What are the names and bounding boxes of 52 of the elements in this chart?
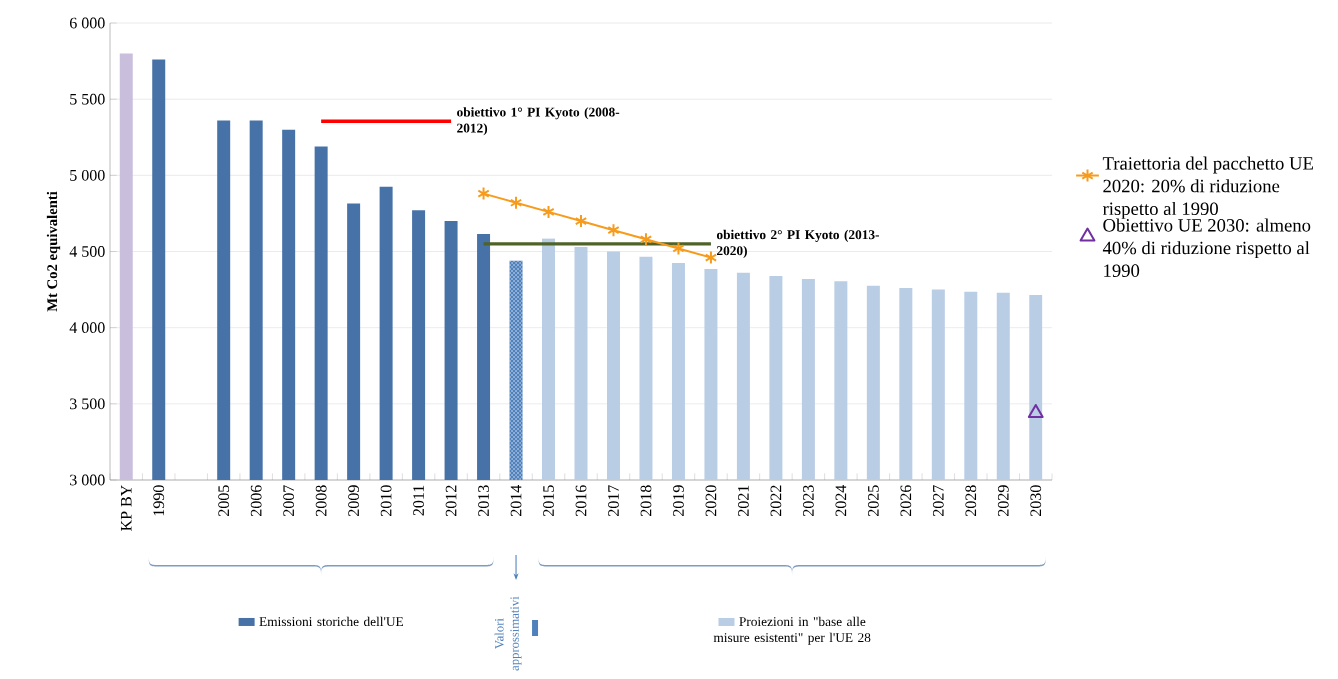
x-tick-label: 2024 [835,484,847,516]
x-tick-label: 2013 [478,485,489,516]
x-tick-label: 2028 [965,485,977,516]
legend-label: Traiettoria del pacchetto UE 2020: 20% di riduzione rispetto al 1990 [1102,156,1313,219]
x-tick-label: 2021 [738,485,749,516]
x-tick-label: 2015 [543,485,554,516]
x-tick-label: 2012 [445,485,457,516]
point [509,195,523,210]
x-tick-label: 2019 [673,485,684,516]
y-tick-label: 4 500 [69,246,105,257]
x-tick-label: 2011 [413,485,424,516]
point [574,214,588,229]
series-label: obiettivo 1° PI Kyoto (2008-2012) [457,107,620,136]
point [542,204,555,219]
point [672,241,685,256]
y-tick-label: 3 500 [70,398,105,410]
x-tick-label: 2030 [1030,485,1042,516]
x-tick-label: KP BY [120,485,132,531]
x-tick-label: 2005 [218,485,230,516]
x-tick-label: 2010 [380,485,392,516]
y-axis-title: Mt Co2 equivalenti [46,191,61,312]
legend-label: Proiezioni in "base alle misure esistenti" per l'UE 28 [713,616,871,645]
y-tick-label: 5 500 [70,93,105,105]
x-tick-label: 2017 [608,485,619,516]
x-tick-label: 2009 [348,485,360,516]
x-tick-label: 2016 [575,485,587,516]
x-tick-label: 2006 [250,485,262,516]
point [1027,403,1044,418]
point [607,223,620,238]
x-tick-label: 2008 [315,485,327,516]
legend-label: Obiettivo UE 2030: almeno 40% di riduzione rispetto al 1990 [1102,218,1311,277]
x-tick-label: 2026 [900,485,912,516]
x-tick-label: 2025 [867,485,879,516]
y-tick-label: 6 000 [69,17,105,29]
x-tick-label: 2027 [932,485,944,516]
point [477,186,490,201]
x-tick-label: 1990 [153,485,165,516]
x-tick-label: 2007 [283,485,295,516]
x-tick-label: 2023 [802,485,814,516]
point [639,232,653,247]
x-tick-label: 2018 [640,485,652,516]
x-tick-label: 2029 [997,485,1009,516]
y-tick-label: 3 000 [70,474,105,486]
x-tick-label: 2020 [705,485,717,516]
x-tick-label: 2022 [770,485,782,516]
y-tick-label: 5 000 [70,169,105,181]
legend-label: Emissioni storiche dell'UE [259,616,404,627]
y-tick-label: 4 000 [69,322,105,334]
x-tick-label: 2014 [510,484,522,516]
series-label: obiettivo 2° PI Kyoto (2013-2020) [716,229,880,258]
text: Valori approssimativi [494,596,522,671]
point [704,250,718,265]
